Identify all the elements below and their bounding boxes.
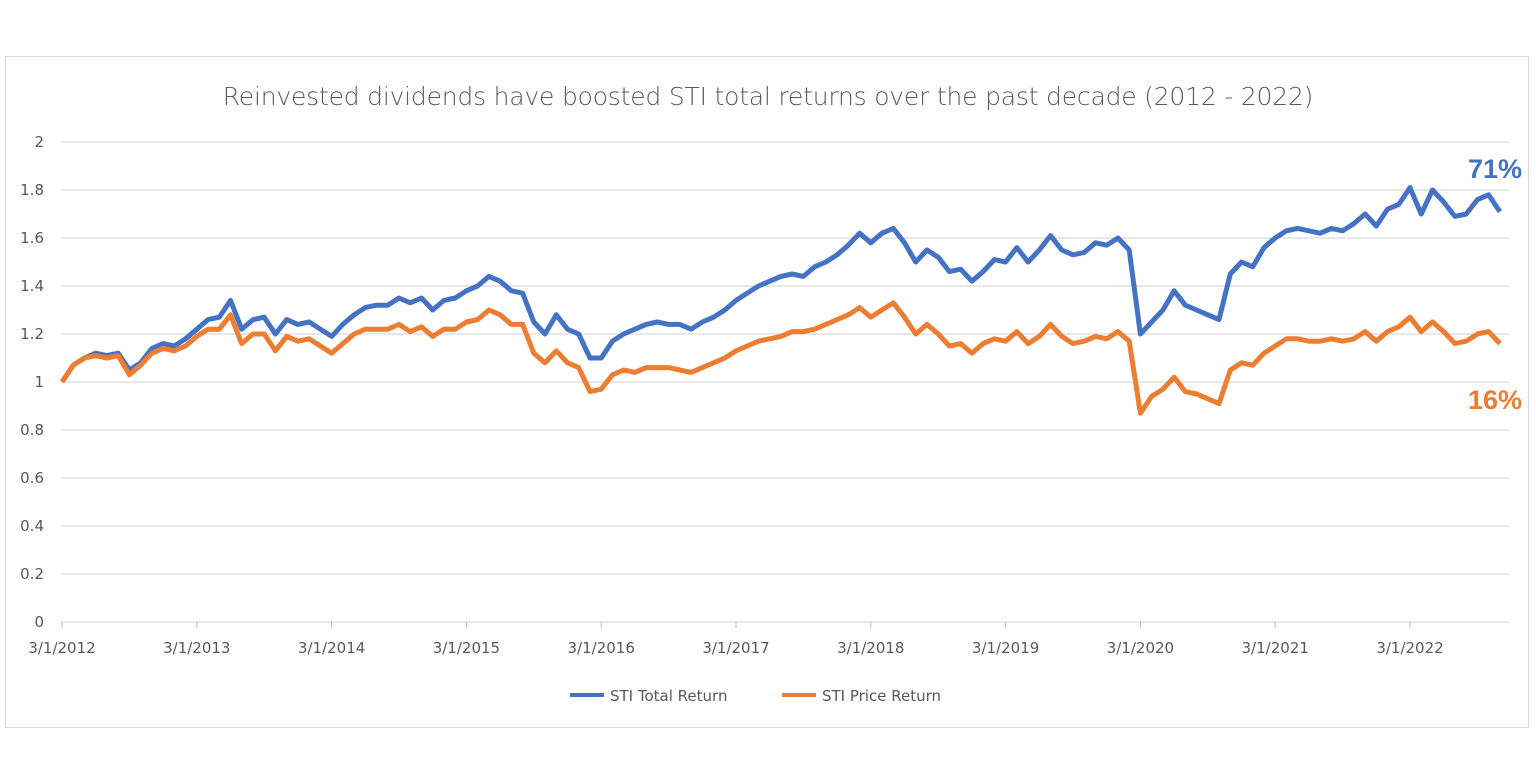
gridlines [62,141,1509,623]
x-tick-label: 3/1/2013 [163,639,230,657]
y-tick-label: 0 [34,613,44,631]
x-axis: 3/1/2012 3/1/2013 3/1/2014 3/1/2015 3/1/2016… [28,622,1444,657]
x-tick-label: 3/1/2016 [568,639,635,657]
x-tick-label: 3/1/2020 [1107,639,1174,657]
legend: STI Total Return STI Price Return [570,687,941,705]
x-tick-label: 3/1/2017 [702,639,769,657]
y-tick-label: 1.6 [20,229,44,247]
end-label: 16% [1468,385,1522,415]
chart-title: Reinvested dividends have boosted STI to… [222,82,1314,111]
end-label: 71% [1468,154,1522,184]
x-tick-label: 3/1/2022 [1376,639,1443,657]
x-tick-label: 3/1/2019 [972,639,1039,657]
series-line-price-return [59,300,1502,416]
y-tick-label: 1.4 [20,277,44,295]
y-tick-label: 0.6 [20,469,44,487]
y-tick-label: 1 [34,373,44,391]
series-line-total-return [59,185,1502,384]
x-tick-label: 3/1/2012 [28,639,95,657]
x-tick-label: 3/1/2018 [837,639,904,657]
y-tick-label: 1.2 [20,325,44,343]
series-lines [59,185,1502,416]
y-tick-label: 0.8 [20,421,44,439]
legend-label: STI Price Return [822,687,941,705]
y-tick-label: 0.2 [20,565,44,583]
y-axis: 0 0.2 0.4 0.6 0.8 1 1.2 1.4 1.6 1.8 2 [20,133,44,631]
chart-frame [5,56,1529,728]
y-tick-label: 0.4 [20,517,44,535]
x-tick-label: 3/1/2014 [298,639,365,657]
y-tick-label: 1.8 [20,181,44,199]
y-tick-label: 2 [34,133,44,151]
x-tick-label: 3/1/2015 [433,639,500,657]
end-labels: 71% 16% [1468,154,1522,415]
legend-label: STI Total Return [610,687,727,705]
x-tick-label: 3/1/2021 [1242,639,1309,657]
